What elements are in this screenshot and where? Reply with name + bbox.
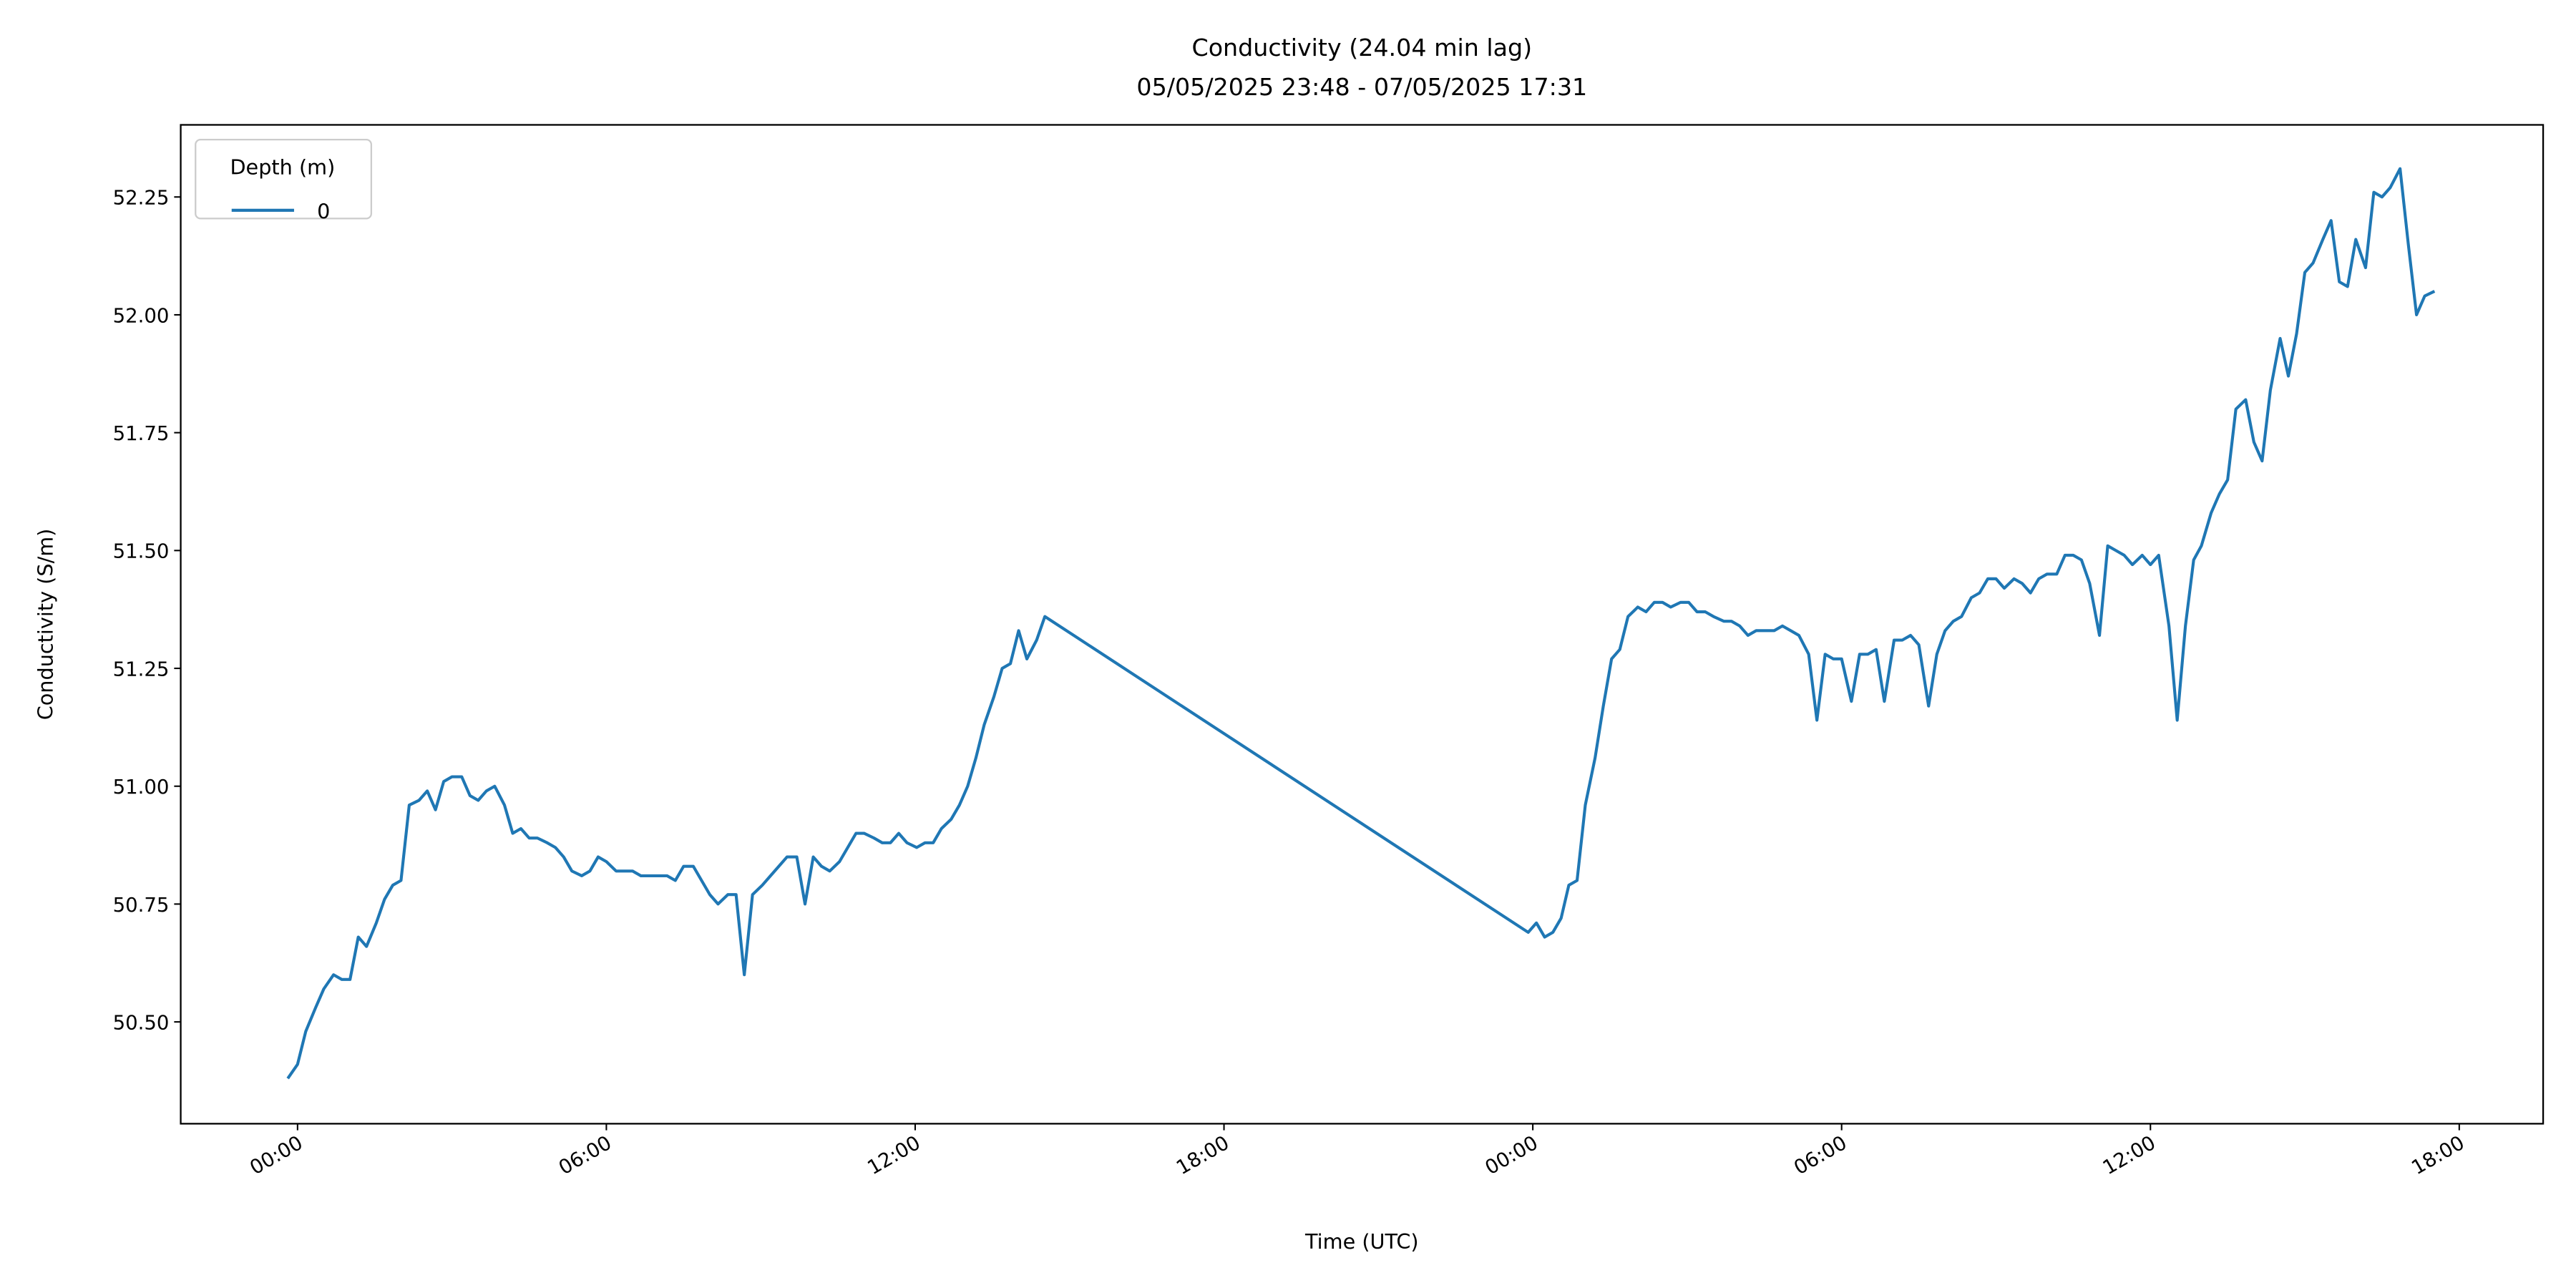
plot-frame xyxy=(180,124,2545,1125)
x-tick-label: 06:00 xyxy=(555,1131,615,1179)
legend-title: Depth (m) xyxy=(230,155,335,179)
y-tick-label: 51.75 xyxy=(113,422,170,445)
x-axis-label: Time (UTC) xyxy=(1304,1229,1419,1254)
x-tick-label: 12:00 xyxy=(864,1131,924,1179)
legend: Depth (m) 0 xyxy=(195,139,373,223)
y-tick-label: 52.00 xyxy=(113,304,170,327)
y-tick-label: 51.50 xyxy=(113,540,170,563)
x-tick-label: 00:00 xyxy=(1481,1131,1542,1179)
chart-title: Conductivity (24.04 min lag) xyxy=(1191,34,1532,62)
x-tick-label: 00:00 xyxy=(246,1131,307,1179)
y-tick-label: 50.50 xyxy=(113,1011,170,1034)
data-line xyxy=(286,167,2436,1080)
x-tick-label: 18:00 xyxy=(1172,1131,1233,1179)
y-tick-label: 51.25 xyxy=(113,658,170,680)
y-tick-label: 51.00 xyxy=(113,776,170,799)
y-tick-label: 50.75 xyxy=(113,894,170,917)
y-tick-label: 52.25 xyxy=(113,187,170,210)
legend-box xyxy=(195,139,373,220)
chart-subtitle: 05/05/2025 23:48 - 07/05/2025 17:31 xyxy=(1136,73,1587,101)
legend-label: 0 xyxy=(317,199,330,223)
y-axis-label: Conductivity (S/m) xyxy=(33,529,57,721)
x-tick-label: 06:00 xyxy=(1790,1131,1851,1179)
x-tick-label: 12:00 xyxy=(2099,1131,2160,1179)
x-tick-label: 18:00 xyxy=(2408,1131,2469,1179)
